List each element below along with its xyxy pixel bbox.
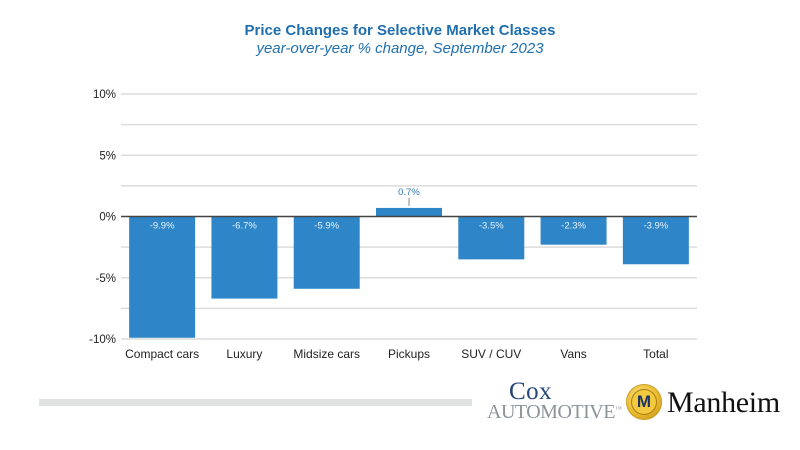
manheim-badge-icon: M xyxy=(626,384,662,420)
bar xyxy=(129,216,196,338)
data-label: -3.5% xyxy=(479,221,504,232)
bar xyxy=(211,216,278,299)
bar xyxy=(376,207,442,217)
automotive-logo-text: Automotive™ xyxy=(487,401,622,424)
chart-subtitle: year-over-year % change, September 2023 xyxy=(256,40,544,57)
bar xyxy=(540,216,607,245)
data-label: -2.3% xyxy=(561,221,586,232)
data-label: -5.9% xyxy=(314,221,339,232)
x-axis-ticks: Compact cars Luxury Midsize cars Pickups SUV… xyxy=(125,347,668,361)
x-tick-label: Luxury xyxy=(226,347,262,361)
manheim-badge-inner: M xyxy=(632,390,656,414)
data-labels: -9.9% -6.7% -5.9% 0.7% -3.5% -2.3% -3.9% xyxy=(150,187,669,232)
y-tick-label: 5% xyxy=(99,150,116,162)
cox-logo-text: Cox xyxy=(509,378,553,405)
data-label: -3.9% xyxy=(643,221,668,232)
x-tick-label: Pickups xyxy=(388,347,430,361)
data-label: -6.7% xyxy=(232,221,257,232)
bar xyxy=(622,216,689,265)
x-tick-label: Total xyxy=(643,347,668,361)
bar xyxy=(458,216,525,260)
footer-divider-bar xyxy=(39,399,472,406)
manheim-badge-letter: M xyxy=(636,392,652,411)
y-axis-ticks: 10% 5% 0% -5% -10% xyxy=(89,89,116,346)
y-tick-label: -10% xyxy=(89,334,116,346)
chart-title: Price Changes for Selective Market Class… xyxy=(244,22,556,39)
cox-automotive-logo: Cox Automotive™ xyxy=(487,378,622,425)
x-tick-label: Vans xyxy=(560,347,586,361)
manheim-logo-text: Manheim xyxy=(667,386,780,419)
y-tick-label: 0% xyxy=(99,212,116,224)
bars xyxy=(129,207,689,338)
automotive-word: Automotive xyxy=(487,401,615,423)
x-tick-label: Compact cars xyxy=(125,347,199,361)
y-tick-label: 10% xyxy=(93,89,116,101)
trademark-symbol: ™ xyxy=(614,405,622,413)
x-tick-label: Midsize cars xyxy=(293,347,360,361)
data-label: -9.9% xyxy=(150,221,175,232)
x-tick-label: SUV / CUV xyxy=(461,347,521,361)
data-label: 0.7% xyxy=(398,187,420,198)
bar xyxy=(293,216,360,289)
y-tick-label: -5% xyxy=(96,273,116,285)
